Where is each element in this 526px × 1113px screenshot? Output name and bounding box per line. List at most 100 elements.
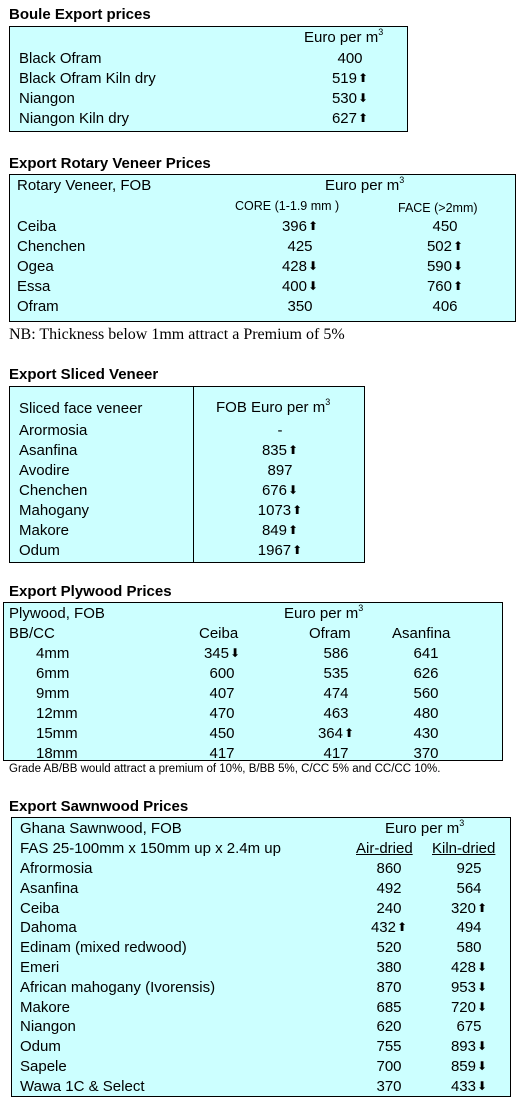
sawnwood-row-air-text: 755	[376, 1038, 402, 1056]
plywood-row-value-text: 364	[317, 725, 343, 742]
sawnwood-title: Export Sawnwood Prices	[9, 798, 189, 815]
rotary-unit-header: Euro per m3	[325, 175, 405, 195]
sawnwood-row-air-text: 685	[376, 998, 402, 1016]
sliced-row-value-text: 897	[267, 462, 293, 479]
sawnwood-row-name-text: African mahogany (Ivorensis)	[20, 978, 216, 996]
sliced-row-value-text: 676	[261, 482, 287, 499]
arrow-down-icon: ⬇	[476, 1039, 488, 1054]
sliced-row-name-text: Odum	[19, 542, 60, 559]
sawnwood-row-name: Emeri	[20, 959, 59, 977]
boule-row-name-text: Black Ofram	[19, 50, 102, 67]
rotary-row-core: 425	[265, 238, 335, 256]
plywood-row-value-text: 641	[413, 645, 439, 662]
plywood-row-value-text: 407	[209, 685, 235, 702]
sawnwood-row-air: 870	[349, 979, 429, 997]
sawnwood-row-kiln-text: 953	[450, 978, 476, 996]
sawnwood-row-kiln: 953⬇	[429, 979, 509, 997]
boule-row-value-text: 400	[337, 50, 363, 67]
boule-unit-header: Euro per m3	[304, 27, 384, 47]
sawnwood-row-kiln-text: 675	[456, 1018, 482, 1036]
arrow-down-icon: ⬇	[287, 483, 299, 497]
sliced-divider	[193, 387, 194, 562]
sawnwood-row-name-text: Wawa 1C & Select	[20, 1077, 145, 1095]
plywood-row-value-text: 474	[323, 685, 349, 702]
rotary-face-header: FACE (>2mm)	[398, 201, 478, 215]
arrow-down-icon: ⬇	[307, 259, 319, 273]
sawnwood-row-name: Afrormosia	[20, 860, 93, 878]
sliced-row-name: Arormosia	[19, 422, 87, 440]
plywood-col-ofram: Ofram	[309, 625, 351, 642]
rotary-row-name-text: Ceiba	[17, 218, 57, 235]
sawnwood-row-name: Wawa 1C & Select	[20, 1078, 145, 1096]
sawnwood-header: Ghana Sawnwood, FOB	[20, 820, 182, 837]
sawnwood-row-kiln: 580	[429, 939, 509, 957]
rotary-row-name: Ogea	[17, 258, 54, 276]
plywood-header: Plywood, FOB	[9, 605, 105, 622]
boule-row-value: 400	[310, 50, 390, 68]
plywood-row-name-text: 12mm	[36, 705, 78, 722]
sawnwood-row-air-text: 432	[370, 919, 396, 937]
sawnwood-row-kiln-text: 428	[450, 959, 476, 976]
plywood-row-value: 370	[386, 745, 466, 763]
plywood-row-value-text: 463	[323, 705, 349, 722]
sawnwood-row-kiln: 675	[429, 1018, 509, 1036]
sliced-title: Export Sliced Veneer	[9, 366, 159, 383]
sliced-row-value-text: 1073	[257, 502, 292, 519]
boule-row-name: Niangon	[19, 90, 75, 108]
plywood-row-name: 9mm	[36, 685, 69, 703]
plywood-note: Grade AB/BB would attract a premium of 1…	[9, 763, 441, 775]
rotary-row-name: Ceiba	[17, 218, 56, 236]
sawnwood-row-kiln: 893⬇	[429, 1038, 509, 1056]
plywood-row-value: 345⬇	[182, 645, 262, 663]
sliced-header-right: FOB Euro per m3	[216, 397, 331, 417]
plywood-row-name: 4mm	[36, 645, 69, 663]
rotary-row-core-text: 425	[287, 238, 313, 255]
sliced-row-value-text: 849	[261, 522, 287, 539]
sliced-row-value: 897	[235, 462, 325, 480]
sawnwood-row-name: Niangon	[20, 1018, 76, 1036]
plywood-row-name: 6mm	[36, 665, 69, 683]
rotary-row-name-text: Essa	[17, 278, 51, 295]
plywood-row-name-text: 6mm	[36, 665, 70, 682]
boule-row-value-text: 627	[331, 110, 357, 127]
rotary-note: NB: Thickness below 1mm attract a Premiu…	[9, 326, 345, 343]
plywood-row-value: 364⬆	[296, 725, 376, 743]
rotary-header: Rotary Veneer, FOB	[17, 177, 152, 194]
sawnwood-row-name-text: Makore	[20, 998, 71, 1016]
arrow-down-icon: ⬇	[476, 960, 488, 974]
rotary-row-name-text: Chenchen	[17, 238, 86, 255]
plywood-row-value-text: 626	[413, 665, 439, 682]
plywood-row-value-text: 586	[323, 645, 349, 662]
sawnwood-row-air: 380	[349, 959, 429, 977]
rotary-title: Export Rotary Veneer Prices	[9, 155, 211, 172]
sawnwood-row-air-text: 700	[376, 1058, 402, 1075]
plywood-row-value-text: 430	[413, 725, 439, 742]
plywood-row-value: 430	[386, 725, 466, 743]
rotary-row-face: 406	[410, 298, 480, 316]
rotary-row-name: Chenchen	[17, 238, 85, 256]
rotary-row-name-text: Ofram	[17, 298, 59, 315]
sliced-row-name-text: Asanfina	[19, 442, 78, 459]
sawnwood-row-kiln-text: 564	[456, 879, 482, 897]
plywood-row-value-text: 345	[203, 645, 229, 662]
sliced-row-value-text: 835	[261, 442, 287, 459]
plywood-table: Plywood, FOB Euro per m3 BB/CC Ceiba Ofr…	[3, 602, 503, 763]
boule-row-name: Black Ofram Kiln dry	[19, 70, 156, 88]
arrow-down-icon: ⬇	[229, 646, 241, 660]
plywood-row-value-text: 535	[323, 665, 349, 682]
plywood-row-value: 535	[296, 665, 376, 683]
sawnwood-row-name: Dahoma	[20, 919, 77, 937]
sliced-row-value: 1073⬆	[235, 502, 325, 520]
arrow-up-icon: ⬆	[343, 726, 355, 740]
plywood-row-value: 417	[296, 745, 376, 763]
sawnwood-row-air: 860	[349, 860, 429, 878]
rotary-row-face-text: 406	[432, 298, 458, 315]
rotary-row-face: 502⬆	[410, 238, 480, 256]
plywood-row-value: 586	[296, 645, 376, 663]
plywood-row-name-text: 4mm	[36, 645, 70, 662]
sawnwood-row-air: 755	[349, 1038, 429, 1056]
sawnwood-row-name-text: Emeri	[20, 959, 60, 976]
sawnwood-row-name: Edinam (mixed redwood)	[20, 939, 187, 957]
rotary-row-face: 590⬇	[410, 258, 480, 276]
sawnwood-row-air-text: 380	[376, 959, 402, 976]
